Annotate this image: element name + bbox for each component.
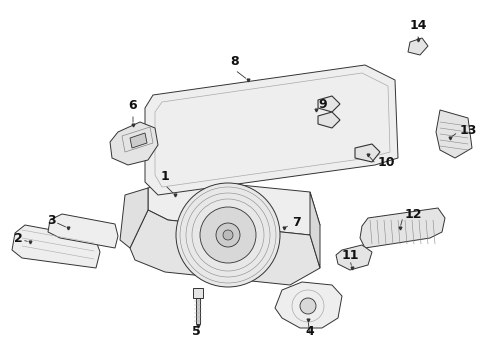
Polygon shape bbox=[110, 122, 158, 165]
Polygon shape bbox=[48, 214, 118, 248]
Circle shape bbox=[216, 223, 240, 247]
Polygon shape bbox=[130, 133, 147, 148]
Text: 7: 7 bbox=[292, 216, 301, 229]
Polygon shape bbox=[355, 144, 380, 162]
Polygon shape bbox=[148, 178, 320, 235]
Polygon shape bbox=[145, 65, 398, 195]
Polygon shape bbox=[336, 245, 372, 270]
Circle shape bbox=[223, 230, 233, 240]
Circle shape bbox=[300, 298, 316, 314]
Polygon shape bbox=[275, 282, 342, 328]
Text: 6: 6 bbox=[129, 99, 137, 112]
Circle shape bbox=[200, 207, 256, 263]
Polygon shape bbox=[436, 110, 472, 158]
Text: 4: 4 bbox=[306, 325, 315, 338]
Polygon shape bbox=[318, 112, 340, 128]
Text: 9: 9 bbox=[318, 99, 327, 112]
Text: 5: 5 bbox=[192, 325, 200, 338]
Polygon shape bbox=[120, 188, 148, 248]
Polygon shape bbox=[360, 208, 445, 248]
Polygon shape bbox=[196, 298, 200, 324]
Text: 11: 11 bbox=[341, 249, 359, 262]
Circle shape bbox=[176, 183, 280, 287]
Polygon shape bbox=[310, 192, 320, 268]
Polygon shape bbox=[318, 96, 340, 112]
Polygon shape bbox=[193, 288, 203, 298]
Text: 14: 14 bbox=[409, 19, 427, 32]
Text: 13: 13 bbox=[460, 123, 477, 136]
Text: 12: 12 bbox=[405, 208, 422, 221]
Text: 2: 2 bbox=[14, 231, 23, 244]
Text: 3: 3 bbox=[47, 213, 56, 226]
Text: 10: 10 bbox=[378, 156, 395, 168]
Polygon shape bbox=[12, 225, 100, 268]
Text: 1: 1 bbox=[161, 170, 170, 183]
Text: 8: 8 bbox=[231, 55, 239, 68]
Polygon shape bbox=[130, 210, 320, 285]
Polygon shape bbox=[408, 38, 428, 55]
